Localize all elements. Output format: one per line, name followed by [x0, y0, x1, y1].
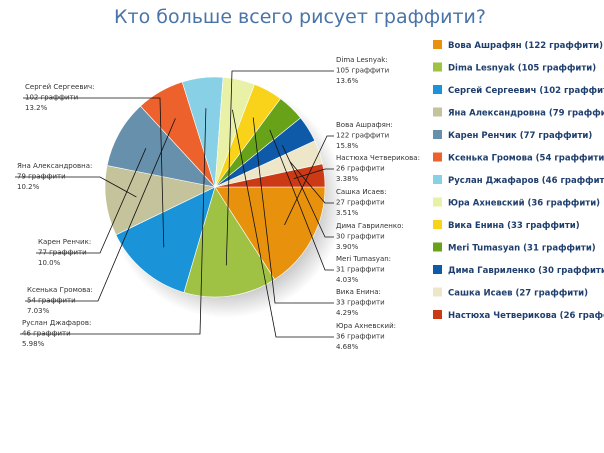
legend-item-5[interactable]: Карен Ренчик (77 граффити) [433, 130, 592, 141]
leader-line-8 [232, 109, 334, 338]
legend-item-11[interactable]: Дима Гавриленко (30 граффити) [433, 265, 604, 276]
legend-swatch [433, 85, 442, 94]
legend-label: Дима Гавриленко (30 граффити) [448, 266, 604, 276]
slice-label-2: Dima Lesnyak: 105 граффити 13.6% [336, 56, 389, 85]
leader-line-13 [293, 168, 334, 179]
leader-line-6 [25, 118, 176, 302]
legend-item-7[interactable]: Руслан Джафаров (46 граффити) [433, 175, 604, 186]
leader-line-2 [225, 70, 334, 266]
legend-label: Настюха Четверикова (26 граффити) [448, 311, 604, 321]
legend-label: Meri Tumasyan (31 граффити) [448, 244, 596, 254]
chart-title: Кто больше всего рисует граффити? [114, 6, 486, 28]
slice-label-6: Ксенька Громова: 54 граффити 7.03% [27, 286, 93, 315]
legend-label: Сергей Сергеевич (102 граффити) [448, 86, 604, 96]
legend-label: Сашка Исаев (27 граффити) [448, 289, 588, 299]
legend: Вова Ашрафян (122 граффити) Dima Lesnyak … [433, 40, 604, 321]
leader-line-9 [252, 117, 334, 304]
slice-label-12: Сашка Исаев: 27 граффити 3.51% [336, 188, 387, 217]
legend-label: Вика Енина (33 граффити) [448, 221, 580, 231]
legend-item-1[interactable]: Вова Ашрафян (122 граффити) [433, 40, 603, 51]
legend-item-4[interactable]: Яна Александровна (79 граффити) [433, 107, 604, 119]
legend-label: Карен Ренчик (77 граффити) [448, 131, 592, 141]
legend-label: Вова Ашрафян (122 граффити) [448, 41, 603, 51]
legend-swatch [433, 107, 442, 117]
legend-item-9[interactable]: Вика Енина (33 граффити) [433, 220, 580, 231]
legend-swatch [433, 152, 442, 162]
legend-swatch [433, 175, 442, 184]
leader-line-10 [269, 129, 334, 271]
legend-label: Яна Александровна (79 граффити) [448, 109, 604, 119]
legend-swatch [433, 310, 442, 319]
slice-label-8: Юра Ахневский: 36 граффити 4.68% [336, 322, 396, 351]
leader-line-11 [281, 145, 334, 238]
leader-line-5 [36, 148, 147, 254]
slice-label-7: Руслан Джафаров: 46 граффити 5.98% [22, 319, 91, 348]
legend-item-8[interactable]: Юра Ахневский (36 граффити) [433, 197, 600, 209]
slice-label-11: Дима Гавриленко: 30 граффити 3.90% [336, 222, 404, 251]
legend-label: Ксенька Громова (54 граффити) [448, 154, 604, 164]
legend-swatch [433, 265, 442, 274]
leader-lines [15, 70, 334, 338]
legend-item-6[interactable]: Ксенька Громова (54 граффити) [433, 152, 604, 164]
slice-label-1: Вова Ашрафян: 122 граффити 15.8% [336, 121, 393, 150]
slice-label-4: Яна Александровна: 79 граффити 10.2% [17, 162, 92, 191]
leader-line-7 [20, 108, 207, 335]
leader-line-12 [289, 161, 334, 204]
legend-label: Dima Lesnyak (105 граффити) [448, 64, 596, 74]
slice-2[interactable] [183, 186, 276, 298]
slice-3[interactable] [115, 186, 216, 293]
legend-swatch [433, 197, 442, 207]
slice-label-3: Сергей Сергеевич: 102 граффити 13.2% [25, 83, 95, 112]
slice-label-10: Meri Tumasyan: 31 граффити 4.03% [336, 255, 391, 284]
legend-label: Юра Ахневский (36 граффити) [448, 199, 600, 209]
legend-swatch [433, 40, 442, 49]
slice-4[interactable] [104, 165, 216, 236]
leader-line-4 [15, 176, 137, 198]
legend-label: Руслан Джафаров (46 граффити) [448, 176, 604, 186]
legend-swatch [433, 62, 442, 72]
slice-label-13: Настюха Четверикова: 26 граффити 3.38% [336, 154, 420, 183]
slice-13[interactable] [214, 163, 326, 188]
legend-swatch [433, 242, 442, 252]
slice-labels: Вова Ашрафян: 122 граффити 15.8% Dima Lesny… [17, 56, 420, 351]
slice-label-5: Карен Ренчик: 77 граффити 10.0% [38, 238, 91, 267]
legend-swatch [433, 287, 442, 297]
legend-item-12[interactable]: Сашка Исаев (27 граффити) [433, 287, 588, 299]
pie-slices [104, 76, 326, 298]
legend-item-2[interactable]: Dima Lesnyak (105 граффити) [433, 62, 596, 74]
legend-swatch [433, 130, 442, 139]
slice-1[interactable] [214, 186, 326, 280]
legend-item-10[interactable]: Meri Tumasyan (31 граффити) [433, 242, 596, 254]
slice-label-9: Вика Енина: 33 граффити 4.29% [336, 288, 385, 317]
leader-line-3 [23, 97, 165, 248]
legend-swatch [433, 220, 442, 229]
legend-item-13[interactable]: Настюха Четверикова (26 граффити) [433, 310, 604, 321]
leader-line-1 [284, 135, 334, 226]
legend-item-3[interactable]: Сергей Сергеевич (102 граффити) [433, 85, 604, 96]
